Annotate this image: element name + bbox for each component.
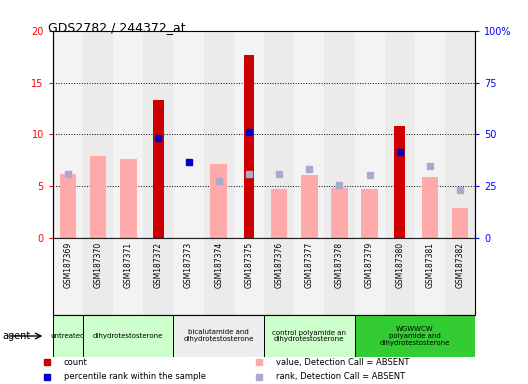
- Bar: [354, 315, 475, 357]
- Text: GSM187381: GSM187381: [426, 242, 435, 288]
- Text: GSM187375: GSM187375: [244, 242, 253, 288]
- Text: GSM187373: GSM187373: [184, 242, 193, 288]
- Bar: [153, 100, 164, 238]
- Bar: [204, 238, 234, 315]
- Text: dihydrotestosterone: dihydrotestosterone: [93, 333, 164, 339]
- Bar: [324, 238, 354, 315]
- Bar: [294, 238, 324, 315]
- Bar: [234, 238, 264, 315]
- Bar: [354, 238, 385, 315]
- Bar: [120, 159, 137, 238]
- Bar: [113, 238, 143, 315]
- Text: WGWWCW
polyamide and
dihydrotestosterone: WGWWCW polyamide and dihydrotestosterone: [380, 326, 450, 346]
- Bar: [264, 315, 354, 357]
- Text: GSM187372: GSM187372: [154, 242, 163, 288]
- Bar: [422, 177, 438, 238]
- Bar: [264, 238, 294, 315]
- Text: value, Detection Call = ABSENT: value, Detection Call = ABSENT: [276, 358, 409, 367]
- Bar: [385, 238, 415, 315]
- Bar: [174, 31, 204, 238]
- Bar: [361, 189, 378, 238]
- Bar: [301, 175, 317, 238]
- Bar: [354, 31, 385, 238]
- Bar: [452, 208, 468, 238]
- Text: control polyamide an
dihydrotestosterone: control polyamide an dihydrotestosterone: [272, 329, 346, 343]
- Bar: [385, 31, 415, 238]
- Text: GSM187376: GSM187376: [275, 242, 284, 288]
- Text: GSM187369: GSM187369: [63, 242, 72, 288]
- Bar: [294, 31, 324, 238]
- Bar: [415, 31, 445, 238]
- Bar: [415, 238, 445, 315]
- Bar: [83, 315, 174, 357]
- Text: GSM187377: GSM187377: [305, 242, 314, 288]
- Bar: [211, 164, 227, 238]
- Bar: [143, 238, 174, 315]
- Bar: [445, 238, 475, 315]
- Bar: [264, 31, 294, 238]
- Text: agent: agent: [3, 331, 31, 341]
- Bar: [83, 238, 113, 315]
- Bar: [394, 126, 405, 238]
- Text: GDS2782 / 244372_at: GDS2782 / 244372_at: [48, 21, 185, 34]
- Text: GSM187382: GSM187382: [456, 242, 465, 288]
- Text: GSM187371: GSM187371: [124, 242, 133, 288]
- Bar: [53, 31, 83, 238]
- Text: GSM187378: GSM187378: [335, 242, 344, 288]
- Text: GSM187379: GSM187379: [365, 242, 374, 288]
- Bar: [234, 31, 264, 238]
- Text: GSM187374: GSM187374: [214, 242, 223, 288]
- Bar: [83, 31, 113, 238]
- Text: rank, Detection Call = ABSENT: rank, Detection Call = ABSENT: [276, 372, 405, 381]
- Text: percentile rank within the sample: percentile rank within the sample: [64, 372, 206, 381]
- Text: count: count: [64, 358, 88, 367]
- Text: GSM187370: GSM187370: [93, 242, 102, 288]
- Bar: [204, 31, 234, 238]
- Bar: [324, 31, 354, 238]
- Bar: [445, 31, 475, 238]
- Text: GSM187380: GSM187380: [395, 242, 404, 288]
- Bar: [113, 31, 143, 238]
- Bar: [174, 238, 204, 315]
- Bar: [53, 238, 83, 315]
- Bar: [271, 189, 287, 238]
- Text: untreated: untreated: [51, 333, 85, 339]
- Bar: [331, 188, 348, 238]
- Bar: [53, 315, 83, 357]
- Bar: [60, 174, 76, 238]
- Bar: [143, 31, 174, 238]
- Text: bicalutamide and
dihydrotestosterone: bicalutamide and dihydrotestosterone: [184, 329, 254, 343]
- Bar: [90, 156, 106, 238]
- Bar: [174, 315, 264, 357]
- Bar: [243, 55, 254, 238]
